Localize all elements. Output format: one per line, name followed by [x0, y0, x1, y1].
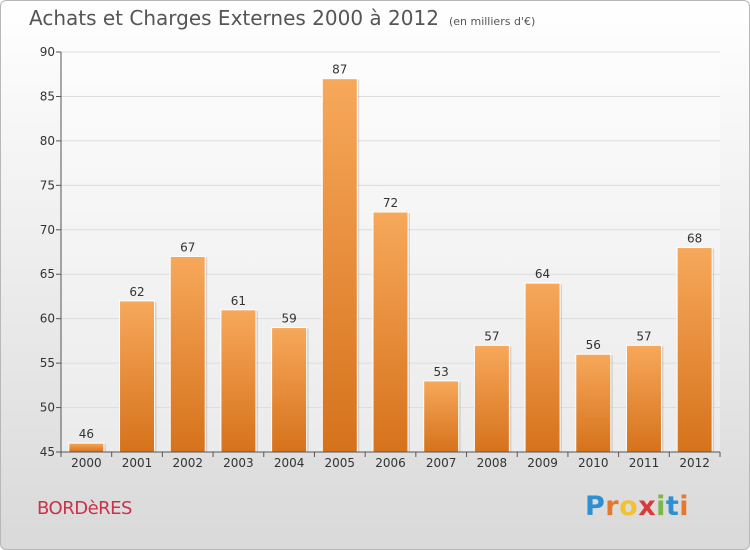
data-label: 56: [586, 338, 601, 352]
chart-title-text: Achats et Charges Externes 2000 à 2012: [29, 6, 439, 30]
y-tick-label: 50: [40, 401, 55, 415]
x-tick-label: 2007: [426, 456, 457, 470]
commune-name: BORDèRES: [37, 498, 132, 519]
bar: [271, 327, 308, 453]
x-tick-label: 2001: [122, 456, 153, 470]
x-tick-label: 2000: [71, 456, 102, 470]
data-label: 57: [636, 329, 651, 343]
data-label: 72: [383, 196, 398, 210]
x-tick-label: 2005: [325, 456, 356, 470]
data-label: 61: [231, 294, 246, 308]
x-tick-label: 2009: [527, 456, 558, 470]
logo-letter: o: [619, 491, 639, 522]
data-label: 62: [129, 285, 144, 299]
logo-letter: P: [585, 491, 606, 522]
y-tick-label: 80: [40, 134, 55, 148]
data-label: 46: [79, 427, 94, 441]
x-tick-label: 2002: [172, 456, 203, 470]
y-tick-label: 60: [40, 312, 55, 326]
bar: [169, 255, 206, 453]
bar: [119, 300, 156, 453]
y-tick-label: 70: [40, 223, 55, 237]
y-tick-label: 65: [40, 267, 55, 281]
x-tick-label: 2010: [578, 456, 609, 470]
chart-title: Achats et Charges Externes 2000 à 2012 (e…: [29, 6, 535, 30]
logo-letter: i: [679, 491, 690, 522]
bar: [423, 380, 460, 453]
data-label: 59: [281, 312, 296, 326]
bar: [68, 442, 105, 453]
bar: [473, 344, 510, 453]
bar: [625, 344, 662, 453]
bar: [575, 353, 612, 453]
chart-subtitle: (en milliers d'€): [448, 15, 536, 28]
data-label: 68: [687, 232, 702, 246]
bar: [524, 282, 561, 453]
x-tick-label: 2003: [223, 456, 254, 470]
logo-letter: t: [665, 491, 680, 522]
y-tick-label: 85: [40, 89, 55, 103]
bar: [676, 247, 713, 453]
y-tick-label: 75: [40, 178, 55, 192]
y-tick-label: 90: [40, 45, 55, 59]
x-tick-label: 2008: [477, 456, 508, 470]
y-tick-label: 55: [40, 356, 55, 370]
logo-letter: i: [656, 491, 666, 522]
data-label: 87: [332, 63, 347, 77]
logo-letter: x: [638, 491, 657, 522]
x-tick-label: 2012: [679, 456, 710, 470]
x-tick-label: 2004: [274, 456, 305, 470]
data-label: 57: [484, 329, 499, 343]
y-tick-label: 45: [40, 445, 55, 459]
data-label: 64: [535, 267, 550, 281]
data-label: 67: [180, 240, 195, 254]
x-tick-label: 2006: [375, 456, 406, 470]
bar: [220, 309, 257, 453]
bar: [372, 211, 409, 453]
logo-letter: r: [605, 491, 620, 522]
x-tick-label: 2011: [629, 456, 660, 470]
proxiti-logo: Proxiti: [585, 491, 689, 522]
bar: [321, 78, 358, 453]
data-label: 53: [434, 365, 449, 379]
